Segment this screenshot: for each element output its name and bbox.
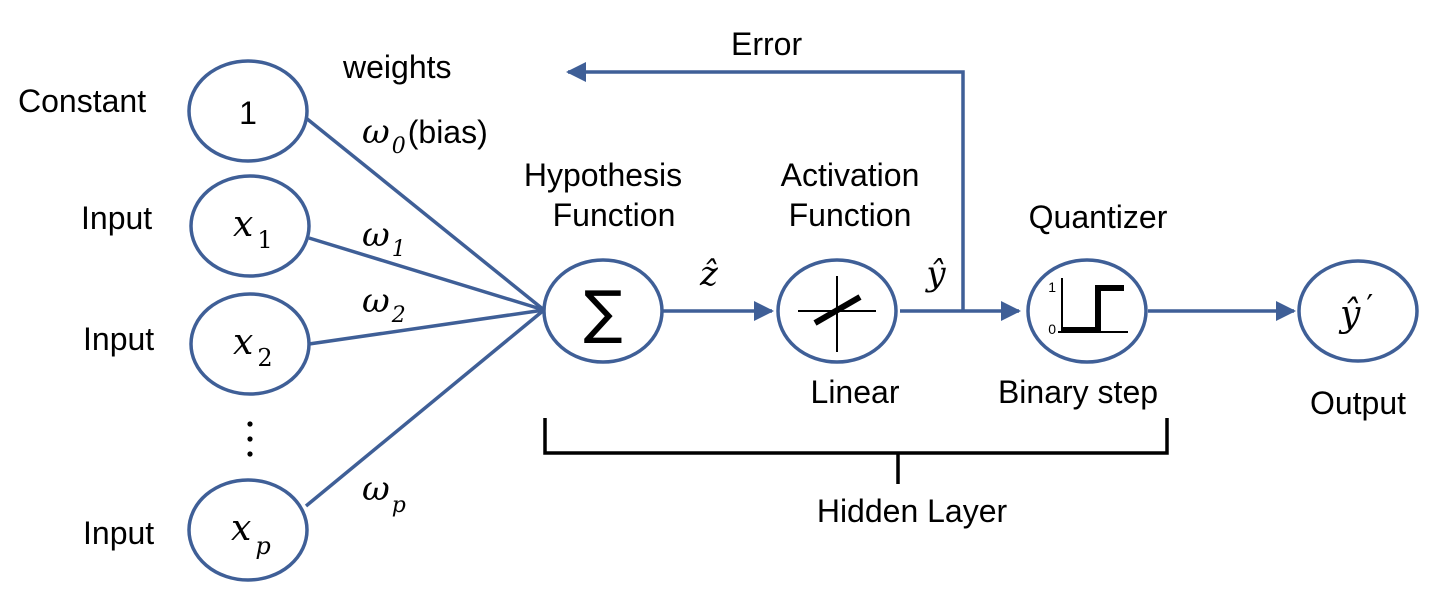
quantizer-node bbox=[1026, 258, 1148, 364]
y-hat-signal: ŷ bbox=[924, 254, 946, 294]
edge-xp-to-sum bbox=[304, 308, 546, 508]
quantizer-label: Quantizer bbox=[1029, 199, 1168, 235]
input-label-x2: Input bbox=[83, 321, 154, 357]
input-label-x1: Input bbox=[81, 200, 152, 236]
constant-label: Constant bbox=[18, 83, 146, 119]
weight-w0: ω0(bias) bbox=[362, 112, 488, 159]
linear-activation-icon bbox=[798, 276, 876, 352]
activation-label-line2: Function bbox=[789, 197, 912, 233]
output-node-label: ŷ ′ bbox=[1338, 289, 1373, 335]
weights-label: weights bbox=[342, 49, 452, 85]
weight-w1: ω1 bbox=[362, 215, 406, 262]
error-label: Error bbox=[731, 26, 802, 62]
summation-icon: ∑ bbox=[583, 278, 622, 346]
vertical-ellipsis-icon bbox=[247, 421, 253, 457]
weight-w2: ω2 bbox=[362, 281, 406, 328]
hypothesis-sum-node bbox=[542, 258, 664, 364]
linear-label: Linear bbox=[811, 374, 900, 410]
input-label-xp: Input bbox=[83, 515, 154, 551]
edge-x2-to-sum bbox=[308, 308, 545, 346]
hypothesis-label-line2: Function bbox=[553, 197, 676, 233]
step-tick-high: 1 bbox=[1048, 279, 1056, 295]
edge-constant-to-sum bbox=[304, 116, 546, 312]
input-node-x2 bbox=[189, 292, 311, 396]
hidden-layer-bracket bbox=[543, 418, 1169, 484]
output-node bbox=[1297, 259, 1419, 363]
hidden-layer-label: Hidden Layer bbox=[817, 493, 1008, 529]
step-tick-low: 0 bbox=[1048, 321, 1056, 337]
binary-step-label: Binary step bbox=[998, 374, 1158, 410]
binary-step-icon: 1 0 bbox=[1048, 278, 1128, 337]
constant-node bbox=[187, 59, 309, 163]
input-node-xp bbox=[187, 478, 309, 582]
hypothesis-label-line1: Hypothesis bbox=[524, 157, 682, 193]
activation-label-line1: Activation bbox=[781, 157, 920, 193]
constant-node-value: 1 bbox=[239, 95, 257, 131]
weight-wp: ωp bbox=[362, 469, 406, 518]
output-label: Output bbox=[1310, 385, 1406, 421]
error-feedback-arrow bbox=[566, 62, 965, 311]
input-node-x1 bbox=[189, 174, 311, 278]
z-hat-signal: ẑ bbox=[699, 254, 719, 294]
edge-x1-to-sum bbox=[308, 236, 545, 312]
